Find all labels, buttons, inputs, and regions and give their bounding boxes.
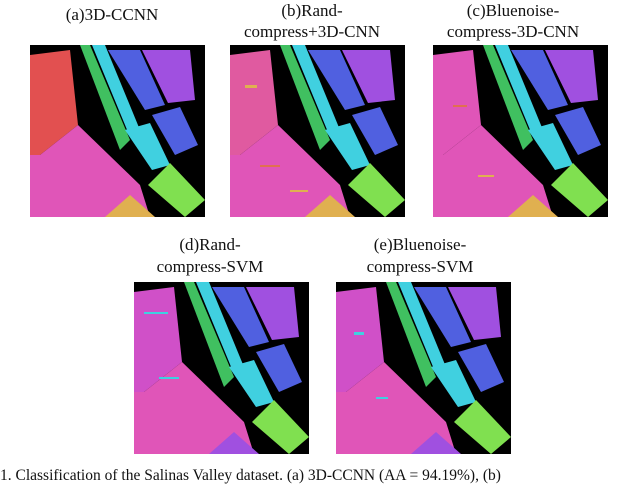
classification-map-e bbox=[336, 282, 511, 454]
panel-d-label-line1: (d)Rand- bbox=[179, 235, 241, 254]
field-lime bbox=[148, 163, 205, 217]
field-green-strip bbox=[80, 45, 130, 150]
field-blue-1 bbox=[108, 50, 165, 110]
field-blue-2 bbox=[152, 107, 198, 155]
field-gold bbox=[105, 195, 155, 217]
panel-b-label-line1: (b)Rand- bbox=[281, 1, 343, 20]
panel-c-label-line2: compress-3D-CNN bbox=[446, 22, 580, 41]
field-purple bbox=[142, 50, 195, 103]
panel-c-label-line1: (c)Bluenoise- bbox=[466, 1, 560, 20]
panel-a-label-line1: (a)3D-CCNN bbox=[65, 5, 159, 24]
panel-e-label-line2: compress-SVM bbox=[366, 257, 474, 276]
panel-b-label-line2: compress+3D-CNN bbox=[243, 22, 381, 41]
classification-map-d bbox=[134, 282, 309, 454]
field-magenta bbox=[30, 125, 150, 217]
classification-map-c bbox=[433, 45, 608, 217]
figure-caption: 1. Classification of the Salinas Valley … bbox=[0, 467, 501, 484]
panel-d-label-line2: compress-SVM bbox=[156, 257, 264, 276]
field-red bbox=[30, 50, 78, 155]
classification-map-a bbox=[30, 45, 205, 217]
panel-e-label-line1: (e)Bluenoise- bbox=[373, 235, 467, 254]
field-cyan-2 bbox=[125, 123, 170, 170]
field-cyan-1 bbox=[92, 45, 140, 137]
classification-map-b bbox=[230, 45, 405, 217]
